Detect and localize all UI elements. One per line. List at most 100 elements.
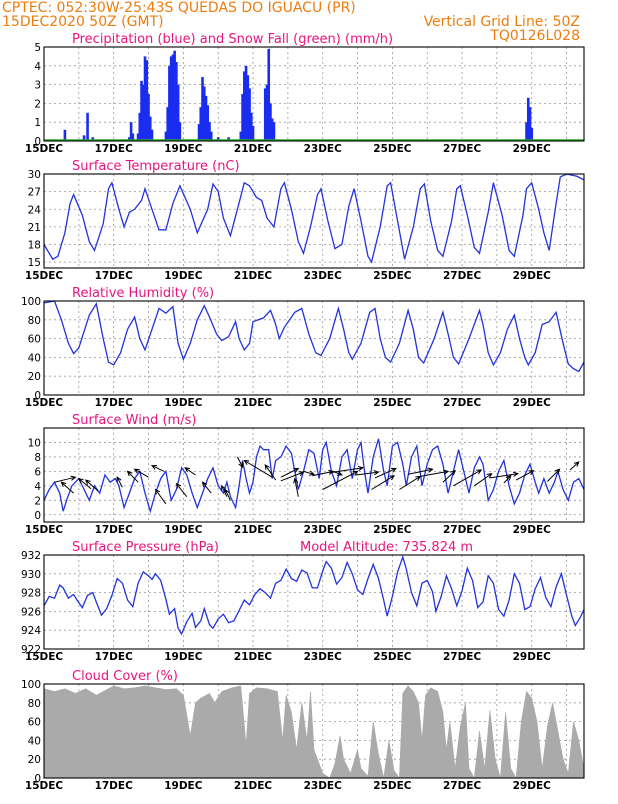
panel-title: Surface Temperature (nC) bbox=[72, 159, 240, 174]
x-tick-label: 19DEC bbox=[164, 524, 203, 536]
precip-bar bbox=[128, 137, 131, 141]
wind-direction-arrow bbox=[280, 471, 305, 482]
x-tick-label: 19DEC bbox=[164, 270, 203, 282]
x-tick-label: 19DEC bbox=[164, 780, 203, 792]
precip-bar bbox=[145, 60, 149, 141]
x-tick-label: 29DEC bbox=[513, 143, 552, 155]
wind-direction-arrow bbox=[150, 465, 165, 472]
precip-bar bbox=[175, 62, 178, 141]
x-tick-label: 21DEC bbox=[234, 397, 273, 409]
x-tick-label: 21DEC bbox=[234, 651, 273, 663]
x-tick-label: 29DEC bbox=[513, 270, 552, 282]
x-tick-label: 27DEC bbox=[443, 270, 482, 282]
precip-bar bbox=[138, 112, 142, 141]
panel-title: Precipitation (blue) and Snow Fall (gree… bbox=[72, 32, 393, 47]
x-tick-label: 15DEC bbox=[25, 397, 64, 409]
y-tick-label: 924 bbox=[21, 625, 41, 637]
series-line bbox=[43, 438, 585, 514]
y-tick-label: 15 bbox=[28, 257, 41, 269]
y-tick-label: 926 bbox=[21, 606, 41, 618]
panel-2: 0 20 40 60 80 100 Relative Humidity (%) 15DEC 17… bbox=[21, 286, 585, 409]
x-tick-label: 15DEC bbox=[25, 270, 64, 282]
wind-direction-arrow bbox=[453, 469, 483, 487]
y-tick-label: 0 bbox=[34, 390, 41, 402]
precip-bar bbox=[265, 84, 269, 141]
header-model-code: TQ0126L028 bbox=[489, 28, 580, 44]
y-tick-label: 6 bbox=[34, 466, 41, 478]
x-tick-label: 29DEC bbox=[513, 780, 552, 792]
y-tick-label: 5 bbox=[34, 42, 41, 54]
precip-bar bbox=[82, 135, 86, 141]
precip-bar bbox=[63, 129, 67, 141]
x-tick-label: 15DEC bbox=[25, 524, 64, 536]
wind-direction-arrow bbox=[280, 467, 300, 478]
y-tick-label: 1 bbox=[34, 117, 41, 129]
precip-bar bbox=[208, 122, 211, 141]
wind-direction-arrow bbox=[54, 475, 77, 483]
precip-bar bbox=[164, 131, 168, 141]
precip-bar bbox=[171, 54, 175, 141]
series-line bbox=[43, 554, 585, 636]
y-tick-label: 20 bbox=[28, 754, 41, 766]
panel-title: Surface Wind (m/s) bbox=[72, 413, 196, 428]
wind-direction-arrow bbox=[184, 467, 196, 476]
precip-bar bbox=[204, 95, 208, 141]
header-location: CPTEC: 052:30W-25:43S QUEDAS DO IGUACU (… bbox=[2, 0, 356, 16]
x-tick-label: 19DEC bbox=[164, 397, 203, 409]
wind-direction-arrow bbox=[371, 475, 396, 490]
panel-1: 15 18 21 24 27 30 Surface Temperature (nC) 15DE… bbox=[25, 159, 585, 282]
x-tick-label: 23DEC bbox=[304, 524, 343, 536]
y-tick-label: 100 bbox=[21, 679, 41, 691]
precip-bar bbox=[246, 75, 250, 141]
precip-bar bbox=[227, 137, 230, 141]
precip-bar bbox=[86, 112, 89, 141]
wind-direction-arrow bbox=[224, 488, 231, 501]
x-tick-label: 27DEC bbox=[443, 143, 482, 155]
x-tick-label: 25DEC bbox=[373, 397, 412, 409]
y-tick-label: 20 bbox=[28, 371, 41, 383]
y-tick-label: 930 bbox=[21, 569, 41, 581]
precip-bar bbox=[267, 48, 271, 141]
precip-bar bbox=[136, 133, 140, 141]
precip-bar bbox=[263, 88, 267, 141]
wind-direction-arrow bbox=[407, 467, 434, 475]
y-tick-label: 21 bbox=[28, 222, 41, 234]
wind-direction-arrow bbox=[77, 477, 92, 490]
wind-direction-arrow bbox=[547, 468, 561, 482]
y-tick-label: 8 bbox=[34, 452, 41, 464]
x-tick-label: 27DEC bbox=[443, 651, 482, 663]
wind-direction-arrow bbox=[175, 482, 188, 498]
panel-background bbox=[44, 555, 584, 649]
y-tick-label: 2 bbox=[34, 98, 41, 110]
precip-bar bbox=[166, 107, 169, 141]
y-tick-label: 100 bbox=[21, 296, 41, 308]
y-tick-label: 928 bbox=[21, 588, 41, 600]
y-tick-label: 18 bbox=[28, 240, 41, 252]
precip-bar bbox=[150, 129, 154, 141]
x-tick-label: 29DEC bbox=[513, 397, 552, 409]
y-tick-label: 4 bbox=[34, 61, 41, 73]
precip-bar bbox=[528, 107, 532, 141]
wind-direction-arrow bbox=[236, 456, 244, 469]
panel-frame bbox=[43, 173, 585, 269]
x-tick-label: 23DEC bbox=[304, 780, 343, 792]
wind-direction-arrow bbox=[569, 461, 580, 471]
panel-background bbox=[44, 47, 584, 141]
panel-frame bbox=[43, 46, 585, 142]
precip-bar bbox=[202, 86, 206, 141]
precip-bar bbox=[269, 103, 272, 141]
wind-direction-arrow bbox=[322, 470, 359, 490]
y-tick-label: 80 bbox=[28, 698, 41, 710]
x-tick-label: 25DEC bbox=[373, 780, 412, 792]
wind-direction-arrow bbox=[84, 479, 99, 492]
precip-bar bbox=[131, 133, 135, 141]
x-tick-label: 17DEC bbox=[95, 780, 134, 792]
series-line bbox=[43, 300, 585, 373]
precip-bar bbox=[243, 71, 246, 141]
precip-bar bbox=[525, 122, 528, 141]
panel-0: 0 1 2 3 4 5 Precipitation (blue) and Snow Fall… bbox=[25, 32, 585, 155]
y-tick-label: 10 bbox=[28, 437, 41, 449]
wind-direction-arrow bbox=[154, 488, 167, 505]
precip-bar bbox=[176, 84, 180, 141]
